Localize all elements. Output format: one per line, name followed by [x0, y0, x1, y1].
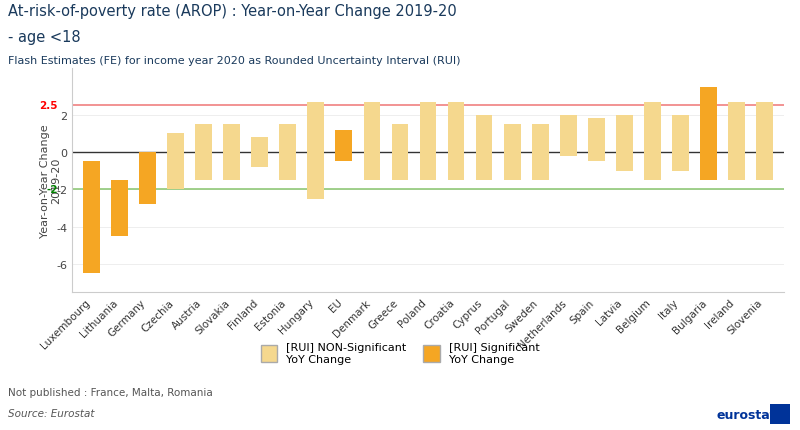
Bar	[644, 102, 661, 181]
Bar	[728, 102, 745, 181]
Bar	[363, 102, 380, 181]
Text: Source: Eurostat: Source: Eurostat	[8, 408, 94, 418]
Bar	[504, 125, 521, 181]
Bar	[335, 130, 352, 162]
Text: 2.5: 2.5	[39, 101, 58, 111]
Bar	[560, 115, 577, 157]
Y-axis label: Year-on-Year Change
2019-20: Year-on-Year Change 2019-20	[40, 124, 62, 237]
Bar	[139, 153, 156, 205]
Text: At-risk-of-poverty rate (AROP) : Year-on-Year Change 2019-20: At-risk-of-poverty rate (AROP) : Year-on…	[8, 4, 457, 19]
Bar	[167, 134, 184, 190]
Bar	[83, 162, 100, 274]
Legend: [RUI] NON-Significant
YoY Change, [RUI] Significant
YoY Change: [RUI] NON-Significant YoY Change, [RUI] …	[256, 338, 544, 369]
Bar	[532, 125, 549, 181]
Text: -2: -2	[46, 185, 58, 195]
Bar	[223, 125, 240, 181]
Bar	[672, 115, 689, 171]
Bar	[111, 181, 128, 237]
Text: Flash Estimates (FE) for income year 2020 as Rounded Uncertainty Interval (RUI): Flash Estimates (FE) for income year 202…	[8, 56, 461, 66]
Bar	[251, 138, 268, 168]
Bar	[448, 102, 465, 181]
Bar	[756, 102, 773, 181]
Text: Not published : France, Malta, Romania: Not published : France, Malta, Romania	[8, 387, 213, 397]
Text: eurostat: eurostat	[716, 408, 776, 421]
Bar	[279, 125, 296, 181]
Bar	[419, 102, 437, 181]
Text: - age <18: - age <18	[8, 30, 81, 45]
Bar	[195, 125, 212, 181]
Bar	[476, 115, 493, 181]
Bar	[616, 115, 633, 171]
Bar	[700, 87, 717, 181]
Bar	[588, 119, 605, 162]
Bar	[307, 102, 324, 199]
Bar	[391, 125, 408, 181]
